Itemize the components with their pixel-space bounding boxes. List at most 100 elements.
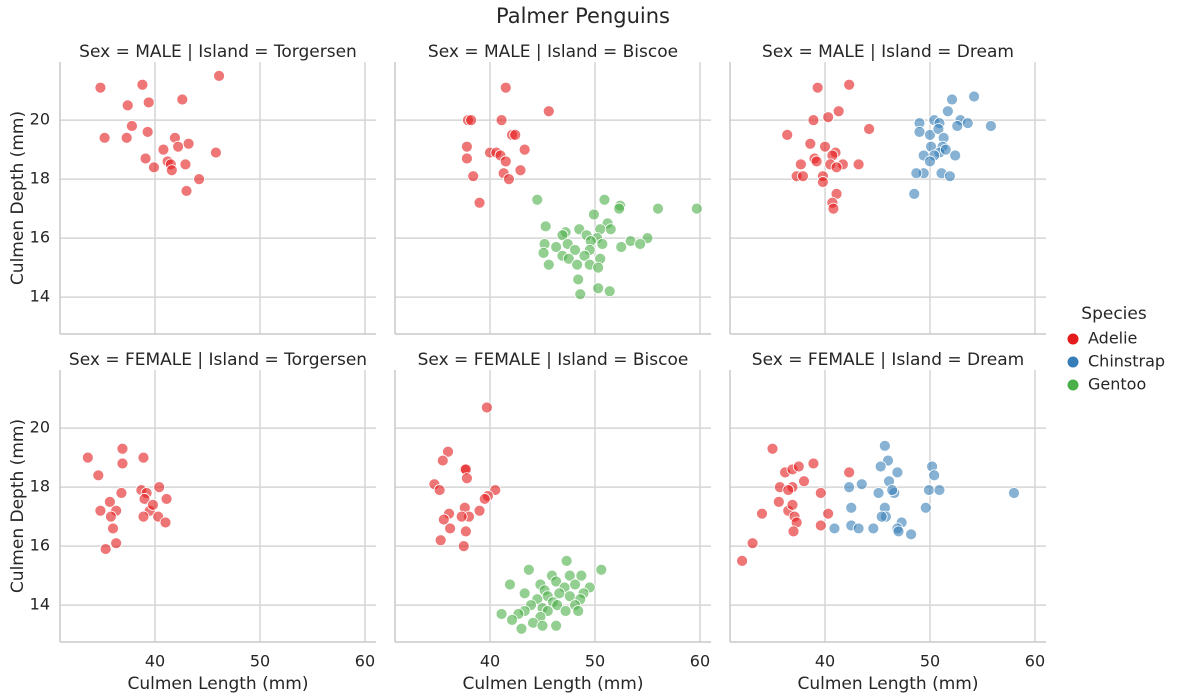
point bbox=[924, 155, 936, 168]
point bbox=[574, 288, 587, 301]
point bbox=[575, 569, 588, 582]
x-tick-label: 40 bbox=[145, 652, 165, 671]
point bbox=[537, 246, 550, 259]
point bbox=[562, 252, 575, 265]
point bbox=[596, 238, 609, 250]
point bbox=[572, 605, 585, 617]
point bbox=[461, 140, 473, 153]
point bbox=[495, 114, 508, 127]
point bbox=[891, 466, 904, 479]
point bbox=[772, 495, 785, 508]
point bbox=[172, 140, 185, 153]
point bbox=[634, 238, 647, 250]
x-tick-label: 50 bbox=[585, 652, 605, 671]
point bbox=[509, 128, 522, 141]
point bbox=[157, 143, 170, 156]
point bbox=[817, 176, 829, 188]
panel-title: Sex = MALE | Island = Torgersen bbox=[79, 42, 357, 62]
point bbox=[176, 93, 189, 106]
point bbox=[939, 143, 952, 156]
y-tick-label: 20 bbox=[30, 418, 50, 437]
point bbox=[107, 522, 119, 535]
point bbox=[852, 158, 865, 171]
point bbox=[807, 114, 820, 127]
point bbox=[461, 152, 473, 165]
point bbox=[613, 202, 626, 215]
y-tick-label: 20 bbox=[30, 110, 50, 129]
point bbox=[782, 484, 795, 496]
x-tick-label: 50 bbox=[250, 652, 270, 671]
point bbox=[913, 126, 926, 138]
y-tick-label: 18 bbox=[30, 169, 50, 188]
point bbox=[798, 475, 810, 488]
point bbox=[736, 554, 748, 567]
point bbox=[550, 619, 563, 632]
y-axis-label: Culmen Depth (mm) bbox=[8, 419, 28, 593]
x-axis-label: Culmen Length (mm) bbox=[798, 674, 979, 694]
point bbox=[210, 146, 222, 159]
point bbox=[99, 543, 112, 555]
point bbox=[551, 599, 564, 612]
point bbox=[690, 202, 703, 215]
point bbox=[578, 249, 591, 262]
point bbox=[949, 149, 962, 162]
point bbox=[961, 117, 974, 129]
point bbox=[115, 487, 128, 499]
point bbox=[499, 81, 512, 94]
point bbox=[495, 608, 508, 620]
point bbox=[563, 569, 576, 582]
point bbox=[179, 158, 192, 171]
point bbox=[110, 537, 123, 550]
point bbox=[807, 457, 820, 470]
point bbox=[592, 282, 605, 295]
point bbox=[182, 137, 195, 150]
point bbox=[571, 258, 584, 271]
y-tick-label: 18 bbox=[30, 477, 50, 496]
point bbox=[874, 460, 887, 473]
point bbox=[126, 120, 138, 132]
point bbox=[843, 481, 856, 494]
point bbox=[478, 493, 491, 505]
point bbox=[855, 478, 868, 491]
legend-title: Species bbox=[1081, 304, 1147, 324]
point bbox=[506, 613, 518, 626]
point bbox=[121, 99, 134, 112]
point bbox=[467, 170, 480, 183]
point bbox=[928, 469, 941, 482]
point bbox=[756, 507, 768, 520]
panel-title: Sex = MALE | Island = Dream bbox=[762, 42, 1014, 62]
point bbox=[908, 187, 921, 200]
point bbox=[165, 164, 178, 177]
point bbox=[569, 578, 581, 591]
point bbox=[843, 78, 856, 91]
x-tick-label: 60 bbox=[355, 652, 375, 671]
point bbox=[932, 123, 945, 135]
point bbox=[852, 522, 865, 535]
point bbox=[542, 258, 555, 271]
point bbox=[434, 534, 447, 547]
point bbox=[465, 114, 478, 127]
point bbox=[572, 273, 585, 286]
point bbox=[473, 196, 486, 209]
point bbox=[436, 454, 449, 467]
point bbox=[455, 510, 468, 523]
point bbox=[559, 605, 572, 617]
point bbox=[588, 208, 600, 221]
point bbox=[984, 120, 997, 132]
point bbox=[105, 510, 117, 523]
point bbox=[503, 173, 515, 186]
x-tick-label: 50 bbox=[920, 652, 940, 671]
point bbox=[786, 498, 799, 511]
point bbox=[522, 563, 535, 576]
point bbox=[814, 487, 827, 499]
point bbox=[615, 241, 628, 253]
point bbox=[514, 164, 527, 177]
point bbox=[136, 78, 149, 91]
point bbox=[827, 202, 840, 215]
point bbox=[652, 202, 664, 215]
point bbox=[603, 285, 616, 298]
point bbox=[98, 131, 111, 144]
point bbox=[822, 111, 835, 124]
point bbox=[444, 522, 457, 535]
point bbox=[531, 193, 544, 206]
